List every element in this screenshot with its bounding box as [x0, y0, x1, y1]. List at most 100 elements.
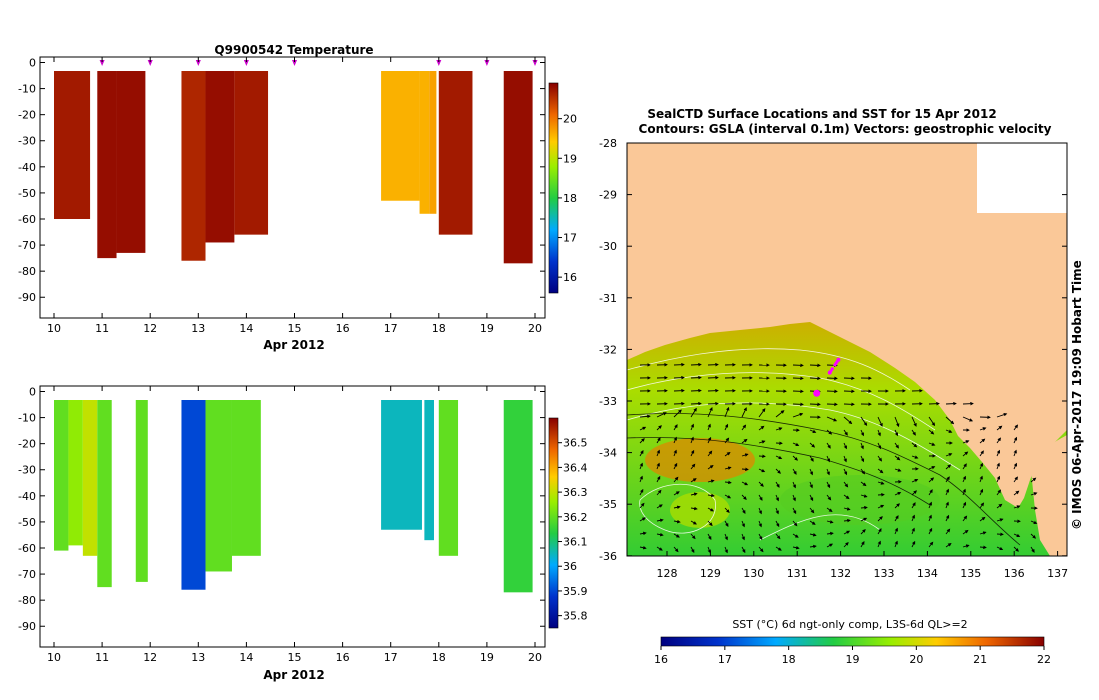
sal-cbtick-label-0: 35.8 [563, 610, 588, 623]
vector-225 [639, 502, 645, 509]
vector-204 [690, 492, 698, 496]
vector-128 [979, 438, 986, 444]
vector-65 [673, 409, 682, 418]
australia-land [627, 143, 1067, 508]
sal-profile-0 [54, 400, 69, 551]
vector-186 [792, 481, 796, 489]
vector-320 [1030, 546, 1035, 553]
temp-profile-2 [116, 71, 146, 253]
vector-237 [843, 507, 851, 511]
vector-97 [843, 429, 848, 436]
vector-125 [928, 442, 936, 446]
vector-137 [741, 453, 749, 457]
vector-115 [758, 440, 766, 444]
sal-cbtick-label-3: 36.1 [563, 536, 588, 549]
vector-307 [809, 544, 817, 549]
vector-277 [707, 533, 712, 541]
vector-118 [809, 442, 816, 448]
vector-96 [826, 429, 833, 435]
vector-280 [758, 533, 763, 541]
profile-marker-4 [292, 60, 297, 66]
vector-132 [656, 449, 660, 457]
vector-224 [1030, 492, 1038, 496]
salinity-xlabel: Apr 2012 [263, 668, 324, 682]
vector-300 [690, 546, 695, 554]
sst-tick-label-2: 18 [782, 653, 796, 666]
salinity-profiles [54, 400, 533, 593]
vector-90 [724, 423, 729, 431]
vector-194 [928, 477, 935, 483]
temp-ytick-label-4: -40 [18, 161, 36, 174]
sal-profile-8 [381, 400, 422, 530]
profile-markers [99, 60, 538, 66]
sal-xtick-label-10: 20 [528, 651, 542, 664]
vector-88 [690, 423, 694, 431]
temp-ytick-label-9: -90 [18, 291, 36, 304]
vector-275 [673, 533, 680, 538]
sal-profile-3 [97, 400, 112, 588]
temp-xtick-label-7: 17 [384, 322, 398, 335]
vector-213 [843, 494, 850, 500]
vector-245 [979, 502, 985, 509]
vector-160 [741, 467, 749, 472]
sst-colorbar-label: SST (°C) 6d ngt-only comp, L3S-6d QL>=2 [732, 618, 967, 631]
vector-306 [792, 545, 800, 550]
lat-tick-label-7: -35 [599, 498, 617, 511]
vector-173 [962, 463, 967, 470]
salinity-axes-frame [39, 385, 546, 648]
vector-123 [894, 442, 899, 449]
temp-cbtick-label-0: 16 [563, 271, 577, 284]
vector-69 [741, 407, 747, 418]
vector-289 [911, 527, 915, 535]
vector-187 [809, 481, 813, 489]
vector-84 [996, 412, 1008, 418]
salinity-x-axis: 10 11 12 13 14 15 16 17 18 19 20 [47, 386, 542, 664]
cool-water [780, 475, 940, 525]
lat-tick-label-4: -32 [599, 343, 617, 356]
vector-80 [928, 416, 936, 427]
vector-282 [792, 533, 799, 538]
temp-xtick-label-9: 19 [480, 322, 494, 335]
vector-157 [690, 463, 696, 470]
vector-107 [1013, 424, 1019, 431]
vector-266 [928, 514, 932, 522]
vector-189 [843, 481, 849, 488]
vector-299 [673, 546, 679, 553]
vector-255 [741, 520, 745, 528]
lat-tick-label-2: -30 [599, 240, 617, 253]
vector-252 [690, 520, 697, 525]
vector-196 [962, 475, 966, 483]
vector-176 [1013, 462, 1018, 470]
vector-122 [877, 442, 882, 450]
vector-81 [945, 416, 955, 425]
temperature-colorbar-ticks: 16 17 18 19 20 [558, 113, 577, 284]
vector-165 [826, 468, 830, 476]
vector-293 [979, 531, 987, 535]
temperature-y-axis: 0 -10 -20 -30 -40 -50 -60 -70 -80 -90 [18, 57, 545, 304]
vector-168 [877, 468, 884, 474]
vector-260 [826, 520, 834, 524]
vector-151 [979, 450, 984, 457]
temp-profile-3 [181, 71, 206, 261]
sal-xtick-label-8: 18 [432, 651, 446, 664]
vector-112 [707, 436, 712, 444]
lon-tick-label-0: 128 [657, 567, 678, 580]
bathymetry-contours [627, 413, 1021, 546]
vector-206 [724, 494, 732, 499]
vector-139 [775, 455, 783, 460]
sal-ytick-label-3: -30 [18, 464, 36, 477]
sal-xtick-label-4: 14 [239, 651, 253, 664]
vector-258 [792, 520, 798, 527]
vector-163 [792, 468, 797, 475]
vector-121 [860, 442, 864, 450]
vector-103 [945, 429, 953, 433]
vector-308 [826, 543, 834, 548]
vector-117 [792, 442, 800, 446]
velocity-vectors [639, 362, 1038, 554]
vector-304 [758, 546, 764, 553]
vector-127 [962, 440, 970, 444]
vector-134 [690, 449, 695, 457]
sal-ytick-label-6: -60 [18, 542, 36, 555]
sal-cbtick-label-5: 36.3 [563, 486, 588, 499]
vector-233 [775, 507, 779, 515]
